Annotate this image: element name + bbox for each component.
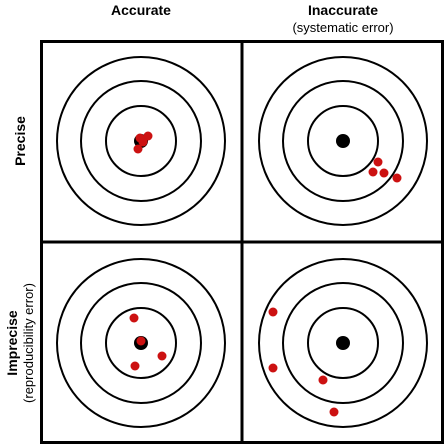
concentric-rings-target-icon <box>258 258 428 428</box>
shot-dot <box>143 131 153 141</box>
shot-dot <box>373 157 383 167</box>
shot-dot <box>329 407 339 417</box>
shot-dot <box>379 168 389 178</box>
row-header-imprecise: Imprecise (reproducibility error) <box>0 242 40 444</box>
column-title-inaccurate: Inaccurate <box>307 2 379 18</box>
target-ring-inner <box>307 307 379 379</box>
concentric-rings-target-icon <box>258 56 428 226</box>
shot-dot <box>135 133 145 143</box>
row-header-precise: Precise <box>0 40 40 242</box>
row-subtitle-imprecise: (reproducibility error) <box>21 283 37 403</box>
bullseye <box>336 336 350 350</box>
shot-dot <box>392 173 402 183</box>
target-ring-inner <box>307 105 379 177</box>
target-ring-outer <box>258 258 428 428</box>
target-ring-middle <box>80 80 202 202</box>
concentric-rings-target-icon <box>56 258 226 428</box>
shot-dot <box>130 361 140 371</box>
shot-dot <box>129 313 139 323</box>
row-title-precise: Precise <box>12 116 29 166</box>
column-header-accurate: Accurate <box>40 0 242 20</box>
concentric-rings-target-icon <box>56 56 226 226</box>
column-header-inaccurate: Inaccurate (systematic error) <box>242 0 444 36</box>
target-inaccurate-imprecise <box>258 258 428 428</box>
shot-dot <box>133 144 143 154</box>
column-title-accurate: Accurate <box>111 2 171 18</box>
shot-dot <box>368 167 378 177</box>
shot-dot <box>268 307 278 317</box>
target-ring-middle <box>282 282 404 404</box>
shot-dot <box>136 336 146 346</box>
column-subtitle-inaccurate: (systematic error) <box>292 20 394 35</box>
target-inaccurate-precise <box>258 56 428 226</box>
target-ring-outer <box>258 56 428 226</box>
target-ring-outer <box>56 258 226 428</box>
row-title-imprecise: Imprecise <box>4 310 21 376</box>
shot-dot <box>318 375 328 385</box>
target-ring-inner <box>105 105 177 177</box>
target-grid <box>40 40 444 444</box>
target-accurate-precise <box>56 56 226 226</box>
bullseye <box>336 134 350 148</box>
target-ring-middle <box>80 282 202 404</box>
shot-dot <box>157 351 167 361</box>
target-ring-inner <box>105 307 177 379</box>
target-ring-outer <box>56 56 226 226</box>
target-accurate-imprecise <box>56 258 226 428</box>
shot-dot <box>268 363 278 373</box>
target-ring-middle <box>282 80 404 202</box>
